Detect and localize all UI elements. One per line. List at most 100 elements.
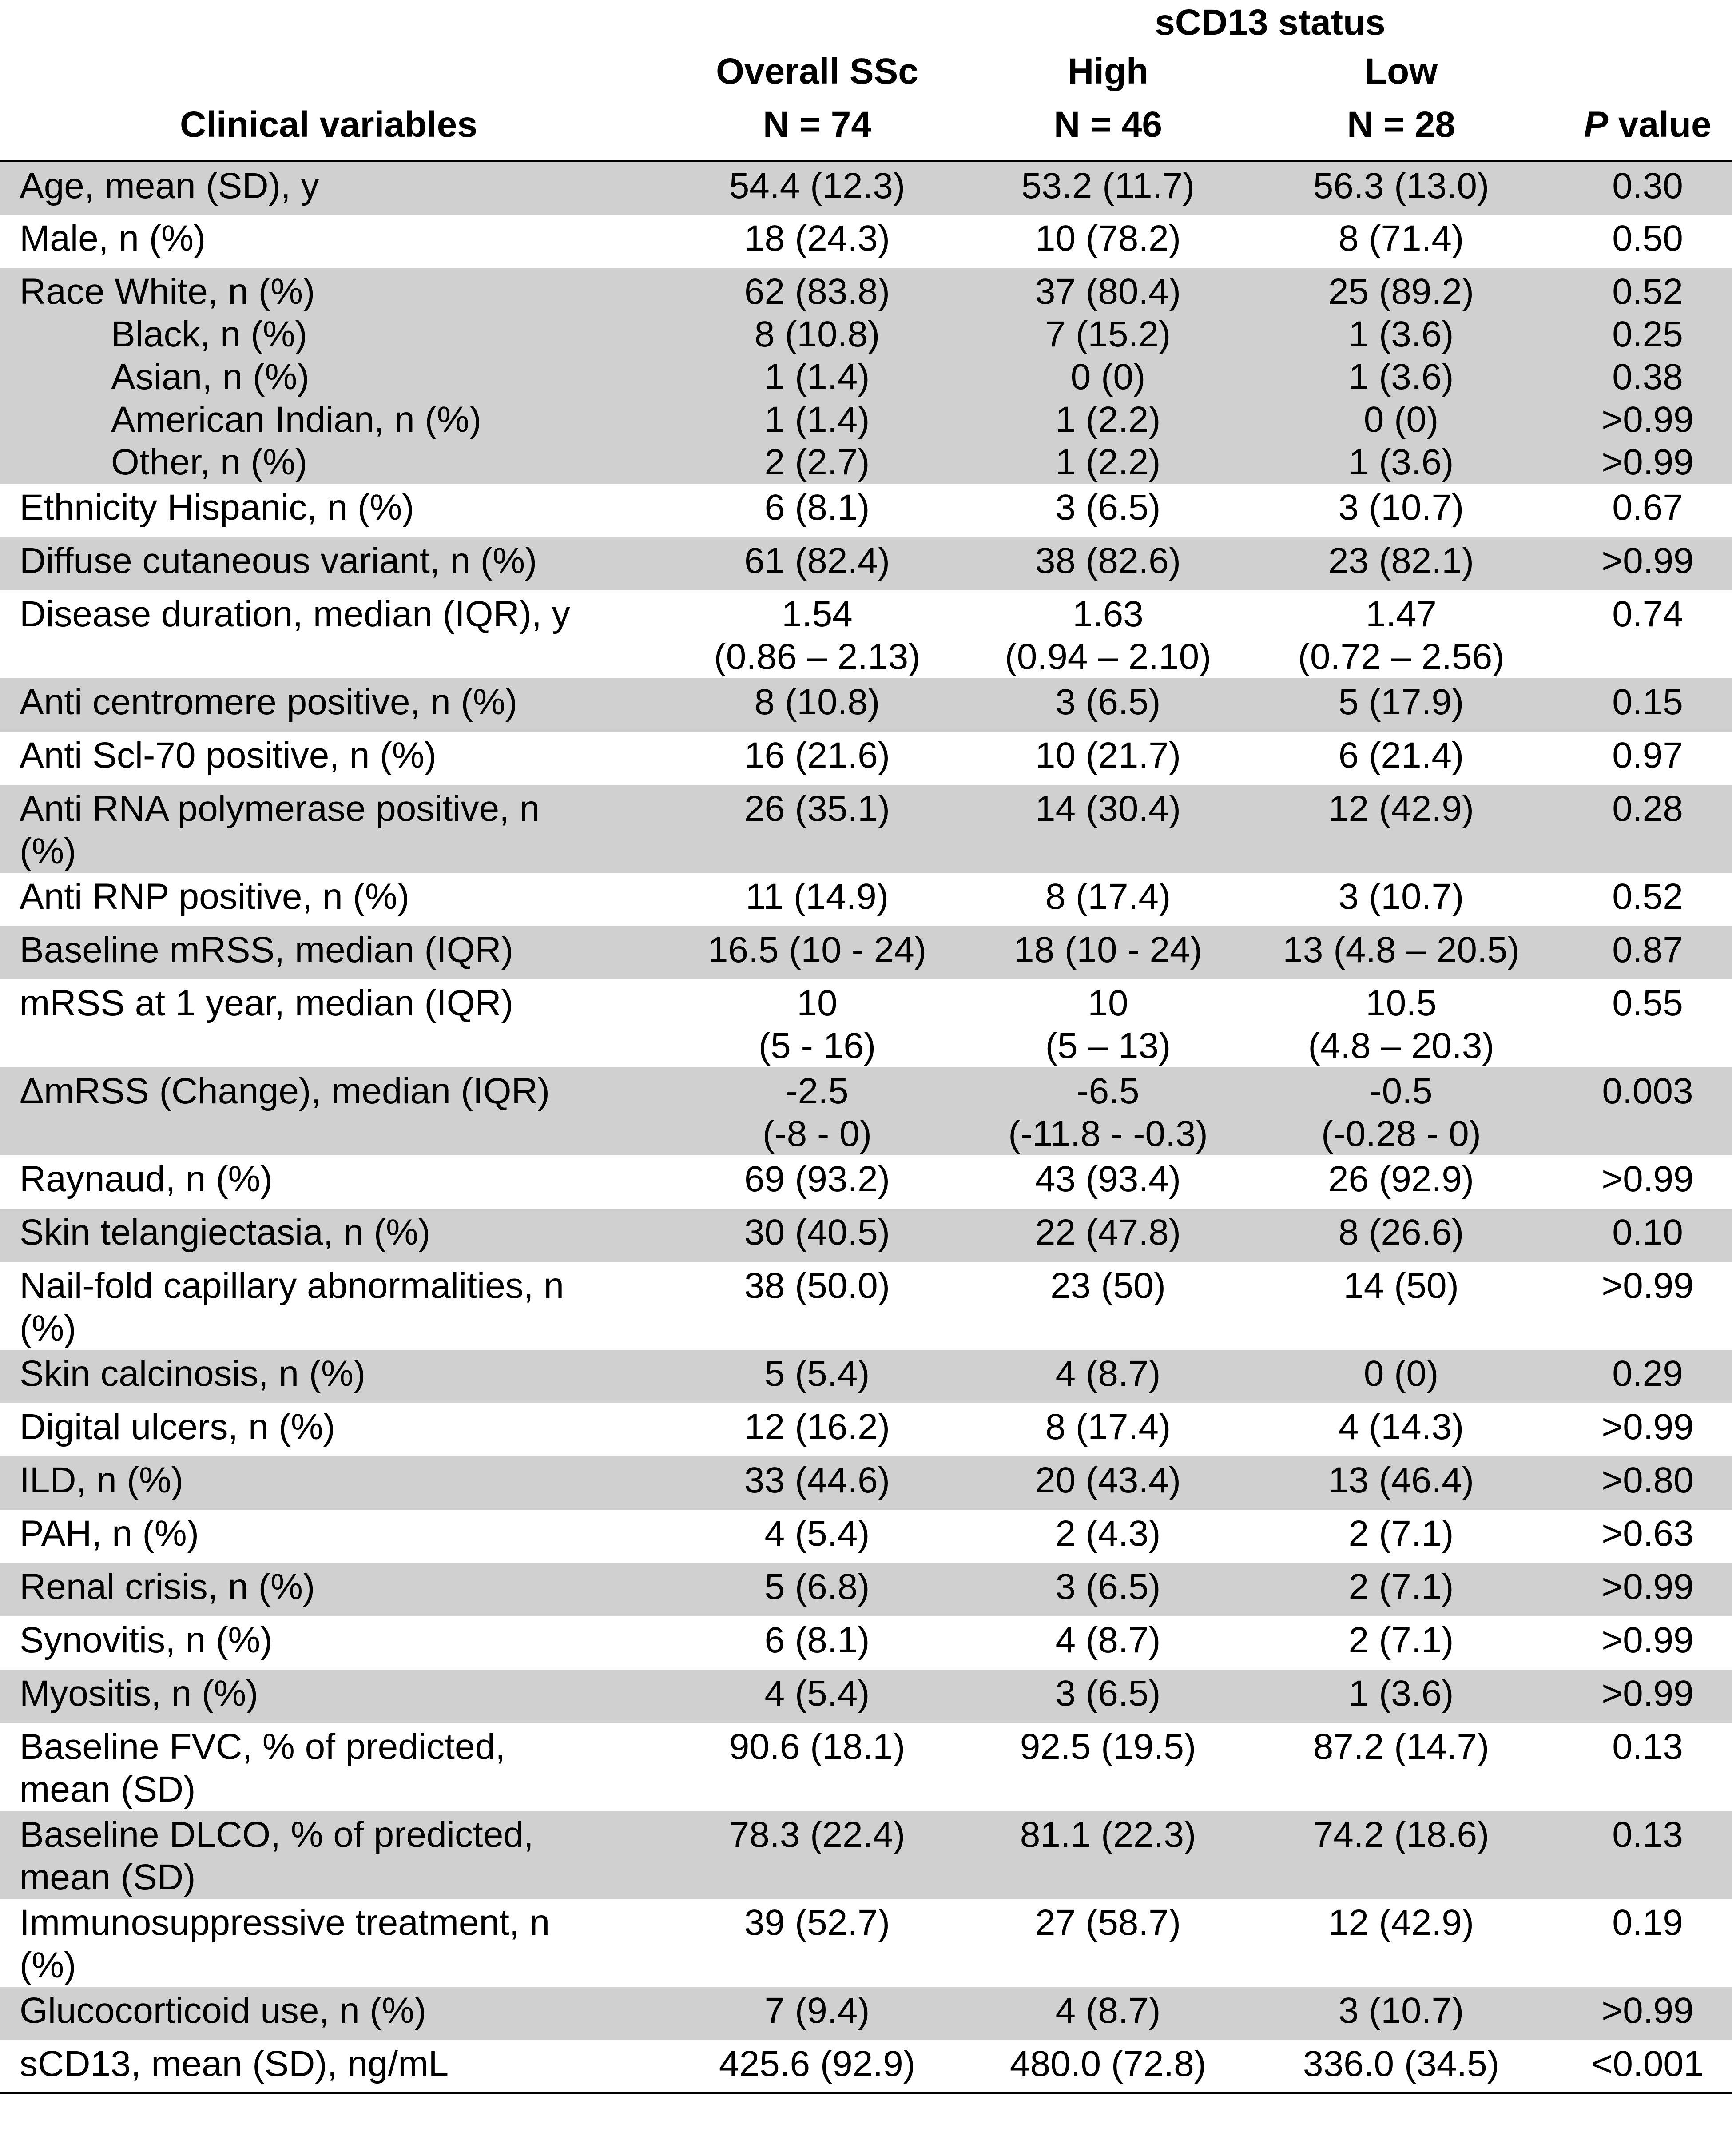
overall-value-text: 39 (52.7) xyxy=(744,1902,890,1943)
high-value: 0 (0) xyxy=(977,356,1239,398)
variable-label-text: Baseline DLCO, % of predicted, xyxy=(20,1814,534,1855)
table-row: Disease duration, median (IQR), y 1.54 (0.… xyxy=(0,590,1732,678)
overall-value-text: 16 (21.6) xyxy=(744,735,890,776)
variable-label: Ethnicity Hispanic, n (%) xyxy=(0,484,657,537)
low-value: 12 (42.9) xyxy=(1239,1899,1563,1987)
p-value-text: >0.99 xyxy=(1601,1620,1694,1660)
variable-label-text: Disease duration, median (IQR), y xyxy=(20,594,570,634)
low-value-text: 14 (50) xyxy=(1343,1265,1459,1306)
high-value: 3 (6.5) xyxy=(977,1670,1239,1723)
variable-label: Skin calcinosis, n (%) xyxy=(0,1350,657,1403)
low-value: 3 (10.7) xyxy=(1239,484,1563,537)
high-value-text: 10 (21.7) xyxy=(1035,735,1181,776)
high-value-text: 2 (4.3) xyxy=(1055,1513,1161,1554)
overall-value-text: -2.5 xyxy=(786,1071,849,1111)
low-value-text: 12 (42.9) xyxy=(1328,1902,1474,1943)
variable-label: Synovitis, n (%) xyxy=(0,1616,657,1670)
overall-value-text: 5 (5.4) xyxy=(764,1353,870,1394)
high-value-text: 1 (2.2) xyxy=(1055,442,1161,482)
low-value: 74.2 (18.6) xyxy=(1239,1811,1564,1899)
p-value-text: >0.80 xyxy=(1601,1460,1694,1500)
p-value: 0.67 xyxy=(1563,484,1732,537)
high-value: 4 (8.7) xyxy=(977,1350,1239,1403)
low-value-text: -0.5 xyxy=(1370,1071,1433,1111)
variable-label: Skin telangiectasia, n (%) xyxy=(0,1209,657,1262)
p-value: >0.99 xyxy=(1563,1563,1732,1616)
variable-label: American Indian, n (%) xyxy=(0,398,657,441)
overall-value-text: 6 (8.1) xyxy=(764,487,870,528)
overall-value: 5 (6.8) xyxy=(657,1563,977,1616)
overall-value-text: 61 (82.4) xyxy=(744,541,890,581)
high-value-text: 92.5 (19.5) xyxy=(1020,1726,1196,1767)
p-value: 0.50 xyxy=(1563,215,1732,268)
variable-label: PAH, n (%) xyxy=(0,1510,657,1563)
overall-value: 30 (40.5) xyxy=(657,1209,977,1262)
table-row: American Indian, n (%) 1 (1.4) 1 (2.2) 0 (0… xyxy=(0,398,1732,441)
variable-label: Anti RNA polymerase positive, n (%) xyxy=(0,785,657,873)
table-row: Nail-fold capillary abnormalities, n (%) 3… xyxy=(0,1262,1732,1350)
low-value: -0.5 (-0.28 - 0) xyxy=(1239,1067,1564,1155)
p-value: <0.001 xyxy=(1563,2040,1732,2094)
low-value-text-line2: (-0.28 - 0) xyxy=(1321,1114,1481,1154)
overall-value-text: 1 (1.4) xyxy=(764,357,870,397)
header-p-suffix: value xyxy=(1608,104,1712,145)
overall-value-text: 4 (5.4) xyxy=(764,1513,870,1554)
table-row: Glucocorticoid use, n (%) 7 (9.4) 4 (8.7) 3… xyxy=(0,1987,1732,2040)
low-value: 0 (0) xyxy=(1239,1350,1564,1403)
overall-value-text: 10 xyxy=(797,983,838,1023)
low-value: 8 (26.6) xyxy=(1239,1209,1564,1262)
high-value-text: 22 (47.8) xyxy=(1035,1212,1181,1253)
table-row: Anti centromere positive, n (%) 8 (10.8) 3… xyxy=(0,678,1732,732)
high-value: 23 (50) xyxy=(977,1262,1239,1350)
p-value-text: 0.19 xyxy=(1612,1902,1683,1943)
low-value-text: 23 (82.1) xyxy=(1328,541,1474,581)
low-value: 336.0 (34.5) xyxy=(1239,2040,1564,2094)
high-value-text: 10 xyxy=(1088,983,1128,1023)
variable-label-text: Renal crisis, n (%) xyxy=(20,1567,315,1607)
overall-value: 54.4 (12.3) xyxy=(657,161,977,215)
overall-value-text: 12 (16.2) xyxy=(744,1407,890,1447)
overall-value: 69 (93.2) xyxy=(657,1155,977,1209)
overall-value: 62 (83.8) xyxy=(657,268,977,313)
p-value-text: 0.10 xyxy=(1612,1212,1683,1253)
overall-value-text: 1 (1.4) xyxy=(764,399,870,440)
high-value-text: 43 (93.4) xyxy=(1035,1159,1181,1199)
high-value-text: 4 (8.7) xyxy=(1055,1990,1161,2031)
low-value: 1 (3.6) xyxy=(1239,356,1564,398)
overall-value: 16 (21.6) xyxy=(657,732,977,785)
table-row: Anti RNP positive, n (%) 11 (14.9) 8 (17.4… xyxy=(0,873,1732,926)
p-value-text: 0.25 xyxy=(1612,314,1683,354)
variable-label-text: Ethnicity Hispanic, n (%) xyxy=(20,487,414,528)
p-value-text: >0.99 xyxy=(1601,1265,1694,1306)
low-value-text: 4 (14.3) xyxy=(1338,1407,1464,1447)
header-overall-n: N = 74 xyxy=(657,103,977,162)
high-value: 4 (8.7) xyxy=(977,1616,1239,1670)
variable-label: Digital ulcers, n (%) xyxy=(0,1403,657,1456)
low-value-text-line2: (4.8 – 20.3) xyxy=(1308,1026,1494,1066)
p-value: 0.97 xyxy=(1563,732,1732,785)
variable-label-text: ΔmRSS (Change), median (IQR) xyxy=(20,1071,550,1111)
variable-label-text-line2: (%) xyxy=(20,1308,76,1348)
p-value-text: 0.28 xyxy=(1612,788,1683,829)
overall-value: 4 (5.4) xyxy=(657,1510,977,1563)
high-value: 1 (2.2) xyxy=(977,398,1239,441)
variable-label-text: Asian, n (%) xyxy=(111,357,310,397)
variable-label-text: Synovitis, n (%) xyxy=(20,1620,273,1660)
header-high-n: N = 46 xyxy=(977,103,1239,162)
variable-label: Asian, n (%) xyxy=(0,356,657,398)
overall-value-text: 33 (44.6) xyxy=(744,1460,890,1500)
overall-value-text: 54.4 (12.3) xyxy=(729,166,906,206)
variable-label: Other, n (%) xyxy=(0,441,657,484)
variable-label-text: Black, n (%) xyxy=(111,314,307,354)
overall-value: 39 (52.7) xyxy=(657,1899,977,1987)
overall-value-text: 69 (93.2) xyxy=(744,1159,890,1199)
high-value: 1 (2.2) xyxy=(977,441,1239,484)
p-value: 0.13 xyxy=(1563,1723,1732,1811)
variable-label-text: Other, n (%) xyxy=(111,442,308,482)
low-value-text: 10.5 xyxy=(1366,983,1437,1023)
p-value-text: >0.99 xyxy=(1601,1159,1694,1199)
high-value: 14 (30.4) xyxy=(977,785,1239,873)
overall-value-text: 7 (9.4) xyxy=(764,1990,870,2031)
variable-label-text: PAH, n (%) xyxy=(20,1513,199,1554)
low-value: 2 (7.1) xyxy=(1239,1616,1563,1670)
